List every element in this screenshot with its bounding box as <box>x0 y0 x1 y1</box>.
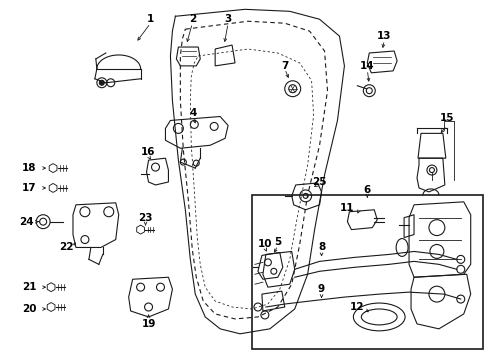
Text: 24: 24 <box>19 217 34 227</box>
Text: 2: 2 <box>188 14 196 24</box>
Text: 16: 16 <box>141 147 156 157</box>
Text: 7: 7 <box>281 61 288 71</box>
Text: 13: 13 <box>376 31 391 41</box>
Text: 8: 8 <box>317 243 325 252</box>
Text: 15: 15 <box>439 113 453 123</box>
Text: 23: 23 <box>138 213 153 223</box>
Text: 1: 1 <box>146 14 154 24</box>
Circle shape <box>99 80 104 85</box>
Text: 3: 3 <box>224 14 231 24</box>
Bar <box>251 195 482 349</box>
Text: 19: 19 <box>141 319 155 329</box>
Text: 9: 9 <box>317 284 325 294</box>
Text: 11: 11 <box>340 203 354 213</box>
Text: 25: 25 <box>312 177 326 187</box>
Text: 5: 5 <box>274 237 281 247</box>
Text: 4: 4 <box>189 108 197 117</box>
Text: 20: 20 <box>22 304 37 314</box>
Text: 10: 10 <box>257 239 272 248</box>
Text: 22: 22 <box>59 243 73 252</box>
Text: 17: 17 <box>22 183 37 193</box>
Text: 18: 18 <box>22 163 37 173</box>
Text: 6: 6 <box>363 185 370 195</box>
Text: 21: 21 <box>22 282 37 292</box>
Text: 12: 12 <box>349 302 364 312</box>
Text: 14: 14 <box>359 61 374 71</box>
